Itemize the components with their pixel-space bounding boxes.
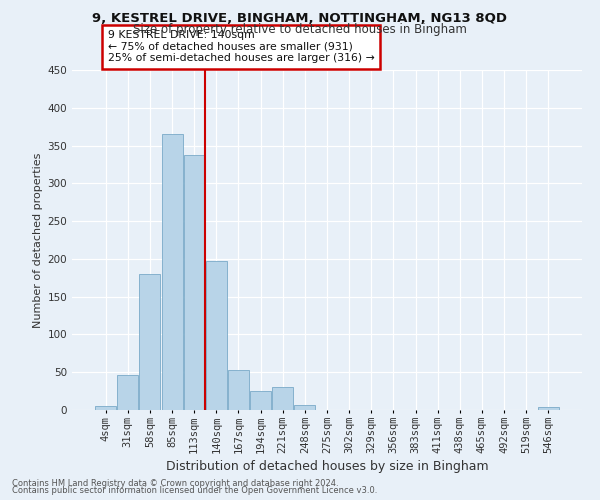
X-axis label: Distribution of detached houses by size in Bingham: Distribution of detached houses by size … (166, 460, 488, 473)
Text: 9 KESTREL DRIVE: 140sqm
← 75% of detached houses are smaller (931)
25% of semi-d: 9 KESTREL DRIVE: 140sqm ← 75% of detache… (108, 30, 374, 63)
Y-axis label: Number of detached properties: Number of detached properties (33, 152, 43, 328)
Bar (118, 375, 139, 410)
Bar (538, 407, 559, 410)
Text: Contains HM Land Registry data © Crown copyright and database right 2024.: Contains HM Land Registry data © Crown c… (12, 478, 338, 488)
Bar (295, 406, 316, 410)
Bar (228, 370, 249, 410)
Bar (161, 134, 182, 410)
Bar (272, 388, 293, 410)
Bar (250, 391, 271, 410)
Bar (95, 406, 116, 410)
Bar (184, 154, 205, 410)
Text: Contains public sector information licensed under the Open Government Licence v3: Contains public sector information licen… (12, 486, 377, 495)
Bar (139, 274, 160, 410)
Bar (206, 261, 227, 410)
Text: 9, KESTREL DRIVE, BINGHAM, NOTTINGHAM, NG13 8QD: 9, KESTREL DRIVE, BINGHAM, NOTTINGHAM, N… (92, 12, 508, 26)
Text: Size of property relative to detached houses in Bingham: Size of property relative to detached ho… (133, 22, 467, 36)
